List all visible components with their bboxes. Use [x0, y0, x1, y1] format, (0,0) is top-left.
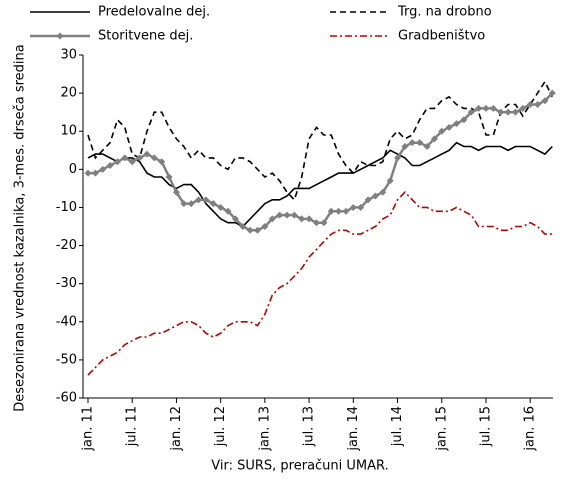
series-line	[87, 141, 553, 228]
series-line	[87, 191, 553, 376]
marker	[438, 127, 446, 135]
x-tick-label: jan. 11	[81, 406, 96, 452]
y-tick-label: 10	[60, 124, 77, 139]
y-axis-label: Desezonirana vrednost kazalnika, 3-mes. …	[13, 44, 28, 411]
x-tick-label: jul. 11	[125, 406, 140, 447]
marker	[342, 207, 350, 215]
x-tick-label: jan. 15	[434, 406, 449, 452]
marker	[482, 104, 490, 112]
marker	[150, 154, 158, 162]
marker	[416, 139, 424, 147]
y-tick-label: 20	[60, 86, 77, 101]
marker	[276, 211, 284, 219]
marker	[84, 169, 92, 177]
marker	[209, 200, 217, 208]
marker	[268, 215, 276, 223]
y-tick-label: -30	[56, 276, 77, 291]
marker	[312, 219, 320, 227]
marker	[460, 116, 468, 124]
legend-label: Trg. na drobno	[397, 5, 492, 20]
marker	[335, 207, 343, 215]
marker	[128, 158, 136, 166]
marker	[239, 223, 247, 230]
x-tick-label: jan. 13	[257, 406, 272, 452]
marker	[364, 196, 372, 204]
marker	[136, 154, 144, 162]
marker	[143, 150, 151, 158]
marker	[254, 226, 262, 234]
marker	[113, 158, 121, 166]
legend-label: Gradbeništvo	[398, 29, 485, 44]
marker	[548, 89, 556, 97]
legend-label: Predelovalne dej.	[98, 5, 210, 20]
y-tick-label: 0	[69, 162, 77, 177]
marker	[224, 207, 232, 215]
marker	[504, 108, 512, 116]
marker	[453, 120, 460, 128]
x-tick-label: jan. 12	[169, 406, 184, 452]
marker	[172, 188, 180, 196]
marker	[327, 207, 335, 215]
marker	[394, 154, 402, 162]
marker	[511, 108, 519, 116]
marker	[99, 165, 107, 173]
x-tick-label: jul. 12	[213, 406, 228, 447]
y-tick-label: -20	[56, 238, 77, 253]
y-tick-label: -10	[56, 200, 77, 215]
x-tick-label: jan. 14	[346, 406, 361, 452]
marker	[349, 203, 357, 211]
marker	[386, 177, 394, 185]
legend-label: Storitvene dej.	[98, 29, 193, 44]
marker	[231, 215, 239, 223]
x-tick-label: jul. 15	[478, 406, 493, 447]
marker	[497, 108, 505, 116]
marker	[445, 123, 453, 131]
marker	[202, 196, 210, 204]
marker	[408, 139, 416, 147]
marker	[401, 142, 409, 150]
y-tick-label: -60	[56, 391, 77, 406]
marker	[91, 169, 99, 177]
marker	[217, 203, 225, 211]
marker	[305, 215, 313, 223]
marker	[475, 104, 483, 112]
marker	[489, 104, 497, 112]
y-tick-label: -40	[56, 314, 77, 329]
marker	[246, 226, 254, 234]
x-tick-label: jan. 16	[523, 406, 538, 452]
marker	[357, 203, 365, 211]
series-line	[88, 92, 554, 232]
x-tick-label: jul. 14	[390, 406, 405, 447]
marker	[519, 104, 527, 112]
marker	[106, 162, 114, 170]
marker	[423, 142, 431, 150]
marker	[180, 200, 188, 208]
source-note: Vir: SURS, preračuni UMAR.	[211, 459, 388, 474]
marker	[195, 196, 203, 204]
marker	[379, 188, 387, 196]
marker	[165, 173, 173, 181]
marker	[261, 223, 269, 230]
legend-marker	[56, 32, 64, 40]
marker	[290, 211, 298, 219]
x-tick-label: jul. 13	[302, 406, 317, 447]
marker	[283, 211, 291, 219]
marker	[467, 108, 475, 116]
marker	[371, 192, 379, 200]
marker	[187, 200, 195, 208]
marker	[526, 101, 534, 109]
marker	[541, 97, 549, 105]
marker	[121, 154, 129, 162]
marker	[534, 101, 542, 109]
marker	[298, 215, 306, 223]
y-tick-label: -50	[56, 352, 77, 367]
marker	[158, 158, 166, 166]
y-tick-label: 30	[60, 48, 77, 63]
marker	[430, 135, 438, 143]
marker	[320, 219, 328, 227]
